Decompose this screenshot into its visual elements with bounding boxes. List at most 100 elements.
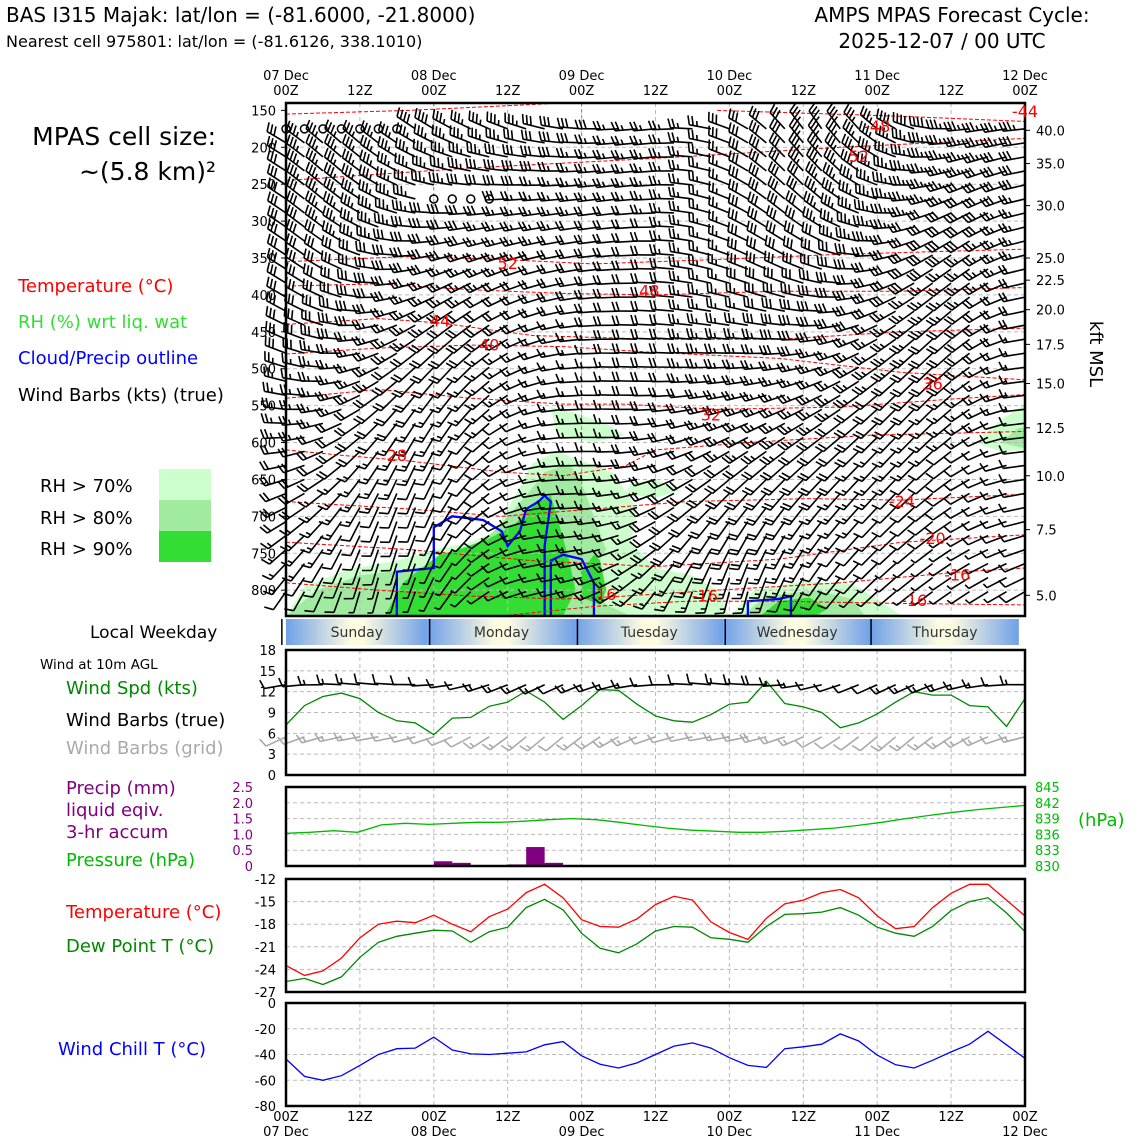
wind-barb bbox=[337, 253, 361, 270]
wind-barb bbox=[711, 563, 731, 585]
wind-barb bbox=[961, 380, 989, 393]
wind-barb bbox=[611, 329, 638, 341]
rh-shading-area bbox=[550, 407, 625, 443]
windchill-label: Wind Chill T (°C) bbox=[58, 1039, 206, 1060]
wind-barb bbox=[834, 577, 860, 595]
station-title: BAS I315 Majak: lat/lon = (-81.6000, -21… bbox=[6, 3, 475, 27]
wind-barb bbox=[284, 276, 305, 298]
wind-barb bbox=[536, 292, 564, 303]
wind-barb bbox=[889, 464, 915, 482]
wind-barb bbox=[687, 268, 712, 284]
time-axis-label: 12Z bbox=[643, 1110, 669, 1125]
wind-barb bbox=[869, 338, 897, 353]
kft-tick-label: 30.0 bbox=[1036, 200, 1065, 215]
wind-barb bbox=[998, 347, 1026, 358]
wind-barb bbox=[335, 450, 361, 468]
wind-barb bbox=[943, 240, 970, 254]
wind-barb bbox=[573, 515, 601, 526]
wind-barb bbox=[823, 147, 841, 172]
time-axis-label: 00Z bbox=[864, 84, 890, 99]
wind-barb bbox=[314, 422, 342, 434]
wind-barb bbox=[465, 158, 490, 172]
wind-barb bbox=[359, 134, 379, 158]
wind-barb bbox=[357, 209, 379, 228]
wind-barb bbox=[723, 478, 749, 495]
wind-barb bbox=[704, 492, 730, 510]
wind-barb bbox=[907, 478, 934, 495]
rh-90-swatch bbox=[159, 531, 211, 562]
wind-barb bbox=[375, 436, 398, 457]
wind-barb bbox=[648, 216, 675, 228]
wind-barb bbox=[946, 534, 970, 548]
wind-barb bbox=[648, 534, 675, 551]
wind-barb bbox=[960, 520, 989, 532]
temperature-contour-label: 52 bbox=[498, 254, 518, 273]
wind-barb bbox=[481, 380, 509, 394]
wind-barb bbox=[539, 115, 564, 130]
wind-barb bbox=[373, 408, 398, 427]
wind-barb bbox=[429, 394, 453, 414]
wind-barb bbox=[283, 321, 305, 340]
wind-barb bbox=[450, 563, 472, 581]
wind-barb bbox=[414, 465, 435, 486]
wind-barb bbox=[610, 534, 638, 546]
wind-barb bbox=[315, 450, 342, 465]
wind-barb bbox=[429, 155, 453, 172]
wind-barb bbox=[351, 335, 379, 347]
wind-barb bbox=[739, 422, 767, 434]
wind-barb bbox=[924, 211, 952, 223]
wind-barb bbox=[592, 288, 619, 299]
wind-barb bbox=[997, 548, 1026, 558]
wind-barb bbox=[666, 358, 693, 369]
wind-barb bbox=[355, 450, 380, 470]
wind-barb bbox=[683, 436, 712, 447]
precip-tick-label: 2.5 bbox=[232, 781, 253, 796]
wind-barb bbox=[480, 548, 509, 560]
wind-barb bbox=[889, 422, 915, 440]
wind-barb bbox=[667, 145, 693, 158]
wind-barb bbox=[831, 305, 859, 317]
wind-barb bbox=[611, 371, 638, 383]
wind-barb bbox=[708, 139, 730, 158]
wind-barb bbox=[776, 345, 804, 357]
wind-barb bbox=[651, 563, 675, 582]
wind-barb bbox=[979, 122, 1007, 133]
wind-barb bbox=[796, 300, 822, 312]
time-axis-label: 10 Dec bbox=[706, 69, 752, 84]
panel-frame bbox=[284, 1001, 1027, 1108]
wind-barb bbox=[888, 310, 915, 325]
wind-barb bbox=[592, 163, 619, 174]
wind-barb bbox=[463, 492, 490, 508]
wind-barb bbox=[554, 559, 582, 569]
wind-barb bbox=[370, 275, 397, 287]
wind-barb bbox=[385, 577, 398, 600]
wind-barb bbox=[411, 408, 435, 429]
wind-barb bbox=[481, 338, 509, 351]
wind-barb bbox=[720, 390, 749, 401]
pressure-tick-label: 700 bbox=[251, 510, 276, 525]
wind-barb bbox=[446, 380, 472, 398]
wind-barb bbox=[573, 530, 601, 541]
grid-wind-barb bbox=[295, 734, 324, 744]
wind-barb bbox=[611, 274, 638, 285]
wind-barb bbox=[266, 163, 287, 186]
wind-barb bbox=[746, 535, 768, 556]
wind-barb bbox=[463, 534, 490, 550]
wind-barb bbox=[702, 405, 730, 416]
wind-barb bbox=[886, 237, 915, 249]
wind-barb bbox=[413, 123, 435, 144]
wind-barb bbox=[789, 103, 804, 130]
wind-barb bbox=[998, 319, 1026, 330]
wind-barb bbox=[850, 262, 878, 273]
wind-barb bbox=[611, 260, 638, 271]
wind-barb bbox=[666, 373, 693, 384]
temperature-contour bbox=[285, 137, 1026, 182]
wind-barb bbox=[555, 401, 582, 411]
wind-barb bbox=[468, 110, 490, 130]
wind-barb bbox=[499, 380, 527, 391]
wind-barb bbox=[851, 366, 878, 381]
wind-barb bbox=[960, 197, 989, 209]
pressure-tick-label: 150 bbox=[251, 104, 276, 119]
wind-barb bbox=[745, 235, 767, 256]
wind-barb bbox=[333, 347, 361, 358]
